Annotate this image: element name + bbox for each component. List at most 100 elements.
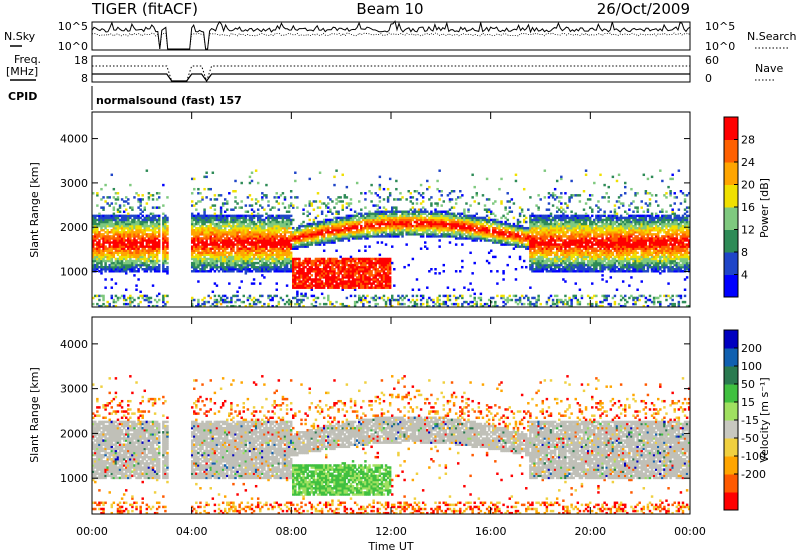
echo-cell — [127, 296, 130, 300]
echo-cell — [248, 243, 252, 246]
echo-cell — [153, 268, 157, 271]
echo-cell — [219, 194, 223, 197]
echo-cell — [265, 239, 268, 242]
echo-cell — [190, 229, 194, 232]
echo-cell — [287, 204, 291, 207]
echo-cell — [122, 226, 126, 230]
echo-cell — [207, 235, 210, 238]
echo-cell — [137, 218, 140, 222]
echo-cell — [300, 268, 303, 271]
echo-cell — [232, 235, 235, 238]
echo-cell — [261, 222, 264, 226]
echo-cell — [92, 226, 95, 230]
echo-cell — [294, 233, 297, 236]
echo-cell — [300, 292, 303, 296]
echo-cell — [110, 247, 114, 250]
echo-cell — [135, 192, 138, 195]
echo-cell — [139, 224, 142, 228]
echo-cell — [162, 300, 165, 304]
echo-cell — [195, 245, 198, 248]
echo-cell — [287, 239, 291, 242]
echo-cell — [238, 270, 241, 273]
echo-cell — [195, 259, 198, 263]
echo-cell — [147, 265, 151, 269]
echo-cell — [149, 218, 153, 222]
echo-cell — [96, 261, 99, 265]
echo-cell — [446, 286, 450, 289]
echo-cell — [213, 257, 217, 261]
echo-cell — [215, 302, 219, 306]
echo-cell — [234, 300, 237, 304]
echo-cell — [127, 245, 130, 248]
echo-cell — [164, 249, 167, 252]
echo-cell — [246, 237, 250, 240]
echo-cell — [281, 270, 285, 273]
echo-cell — [151, 247, 155, 250]
echo-cell — [110, 235, 114, 238]
echo-cell — [141, 268, 144, 271]
echo-cell — [289, 270, 293, 273]
echo-cell — [240, 300, 243, 304]
echo-cell — [209, 270, 212, 273]
echo-cell — [265, 265, 268, 269]
echo-cell — [226, 251, 229, 255]
echo-cell — [122, 233, 126, 236]
echo-cell — [153, 239, 157, 242]
echo-cell — [110, 257, 114, 261]
echo-cell — [92, 224, 95, 228]
echo-cell — [153, 237, 157, 240]
echo-cell — [454, 202, 458, 205]
echo-cell — [110, 214, 114, 218]
echo-cell — [112, 239, 116, 242]
echo-cell — [263, 247, 266, 250]
echo-cell — [155, 214, 159, 218]
echo-cell — [104, 245, 107, 248]
echo-cell — [213, 222, 217, 226]
echo-cell — [122, 251, 126, 255]
echo-cell — [296, 276, 299, 279]
echo-cell — [157, 196, 161, 199]
echo-cell — [131, 251, 134, 255]
echo-cell — [114, 241, 118, 244]
echo-cell — [190, 192, 194, 195]
echo-cell — [296, 263, 299, 267]
echo-cell — [133, 255, 136, 259]
echo-cell — [296, 270, 299, 273]
echo-cell — [256, 224, 260, 228]
echo-cell — [254, 241, 258, 244]
echo-cell — [207, 214, 210, 218]
echo-cell — [362, 302, 365, 306]
echo-cell — [292, 278, 295, 281]
echo-cell — [122, 296, 126, 300]
echo-cell — [153, 253, 157, 257]
echo-cell — [199, 229, 202, 232]
echo-cell — [112, 251, 116, 255]
echo-cell — [114, 268, 118, 271]
echo-cell — [236, 247, 239, 250]
echo-cell — [240, 181, 243, 185]
echo-cell — [213, 265, 217, 269]
echo-cell — [269, 224, 272, 228]
echo-cell — [197, 200, 200, 203]
echo-cell — [92, 302, 95, 306]
echo-cell — [254, 245, 258, 248]
echo-cell — [223, 251, 227, 255]
echo-cell — [294, 268, 297, 271]
echo-cell — [230, 259, 233, 263]
echo-cell — [240, 229, 243, 232]
echo-cell — [155, 294, 159, 298]
echo-cell — [127, 251, 130, 255]
echo-cell — [122, 216, 126, 220]
echo-cell — [318, 302, 322, 306]
echo-cell — [118, 233, 122, 236]
echo-cell — [114, 216, 118, 220]
echo-cell — [316, 286, 320, 289]
echo-cell — [135, 265, 138, 269]
echo-cell — [164, 214, 167, 218]
echo-cell — [102, 251, 105, 255]
echo-cell — [283, 229, 287, 232]
echo-cell — [221, 216, 225, 220]
echo-cell — [306, 243, 309, 246]
echo-cell — [240, 235, 243, 238]
echo-cell — [250, 263, 254, 267]
